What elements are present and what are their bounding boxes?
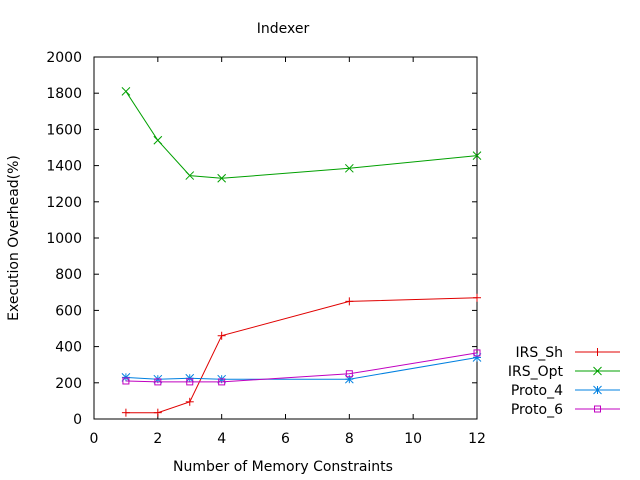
y-tick-label: 1000 xyxy=(46,231,82,247)
y-tick-label: 1200 xyxy=(46,195,82,211)
legend-label: Proto_6 xyxy=(511,402,563,418)
series-line xyxy=(125,297,478,414)
data-point xyxy=(473,293,481,302)
data-point xyxy=(121,408,130,417)
data-point xyxy=(153,135,163,145)
x-axis-label: Number of Memory Constraints xyxy=(173,459,393,475)
data-point xyxy=(345,297,354,306)
y-tick-label: 0 xyxy=(73,412,82,428)
y-tick-label: 600 xyxy=(55,303,82,319)
y-axis-label: Execution Overhead(%) xyxy=(6,155,22,321)
x-tick-label: 10 xyxy=(404,431,422,447)
x-tick-label: 8 xyxy=(345,431,354,447)
series-line xyxy=(125,91,478,179)
data-point xyxy=(593,385,602,395)
data-point xyxy=(594,405,601,413)
legend-label: IRS_Sh xyxy=(515,345,563,361)
y-tick-label: 200 xyxy=(55,376,82,392)
series-irs-sh xyxy=(121,293,481,417)
data-point xyxy=(185,397,194,406)
data-point xyxy=(344,163,354,173)
data-point xyxy=(217,173,227,183)
data-point xyxy=(122,377,130,385)
data-point xyxy=(217,331,226,340)
data-point xyxy=(185,171,195,180)
data-point xyxy=(121,87,131,96)
data-point xyxy=(472,151,482,160)
data-point xyxy=(593,348,602,356)
series-irs-opt xyxy=(121,87,482,183)
x-tick-label: 4 xyxy=(217,431,226,447)
x-tick-label: 2 xyxy=(153,431,162,447)
y-tick-label: 1600 xyxy=(46,122,82,138)
y-tick-label: 2000 xyxy=(46,50,82,66)
x-tick-label: 0 xyxy=(90,431,99,447)
legend: IRS_Sh IRS_Opt Proto_4 Proto_6 xyxy=(508,345,620,418)
y-tick-label: 1800 xyxy=(46,86,82,102)
data-point xyxy=(345,370,353,378)
series-group xyxy=(121,87,482,417)
y-tick-label: 800 xyxy=(55,267,82,283)
series-proto-4 xyxy=(121,353,482,384)
legend-label: Proto_4 xyxy=(511,383,563,399)
x-tick-label: 12 xyxy=(468,431,486,447)
series-proto-6 xyxy=(122,349,481,386)
data-point xyxy=(473,349,481,357)
data-point xyxy=(593,366,602,376)
y-tick-label: 1400 xyxy=(46,159,82,175)
data-point xyxy=(153,408,162,417)
data-point xyxy=(154,378,162,386)
legend-label: IRS_Opt xyxy=(508,364,564,380)
x-tick-label: 6 xyxy=(281,431,290,447)
data-point xyxy=(218,378,226,386)
series-line xyxy=(125,357,478,380)
y-tick-label: 400 xyxy=(55,340,82,356)
data-point xyxy=(186,378,194,386)
series-line xyxy=(125,352,478,383)
plot-frame xyxy=(93,56,478,420)
chart-title: Indexer xyxy=(257,21,310,37)
axis-ticks: 0 2 4 6 8 10 12 0 200 400 600 800 1000 1200 1400 1600 18… xyxy=(46,50,486,447)
